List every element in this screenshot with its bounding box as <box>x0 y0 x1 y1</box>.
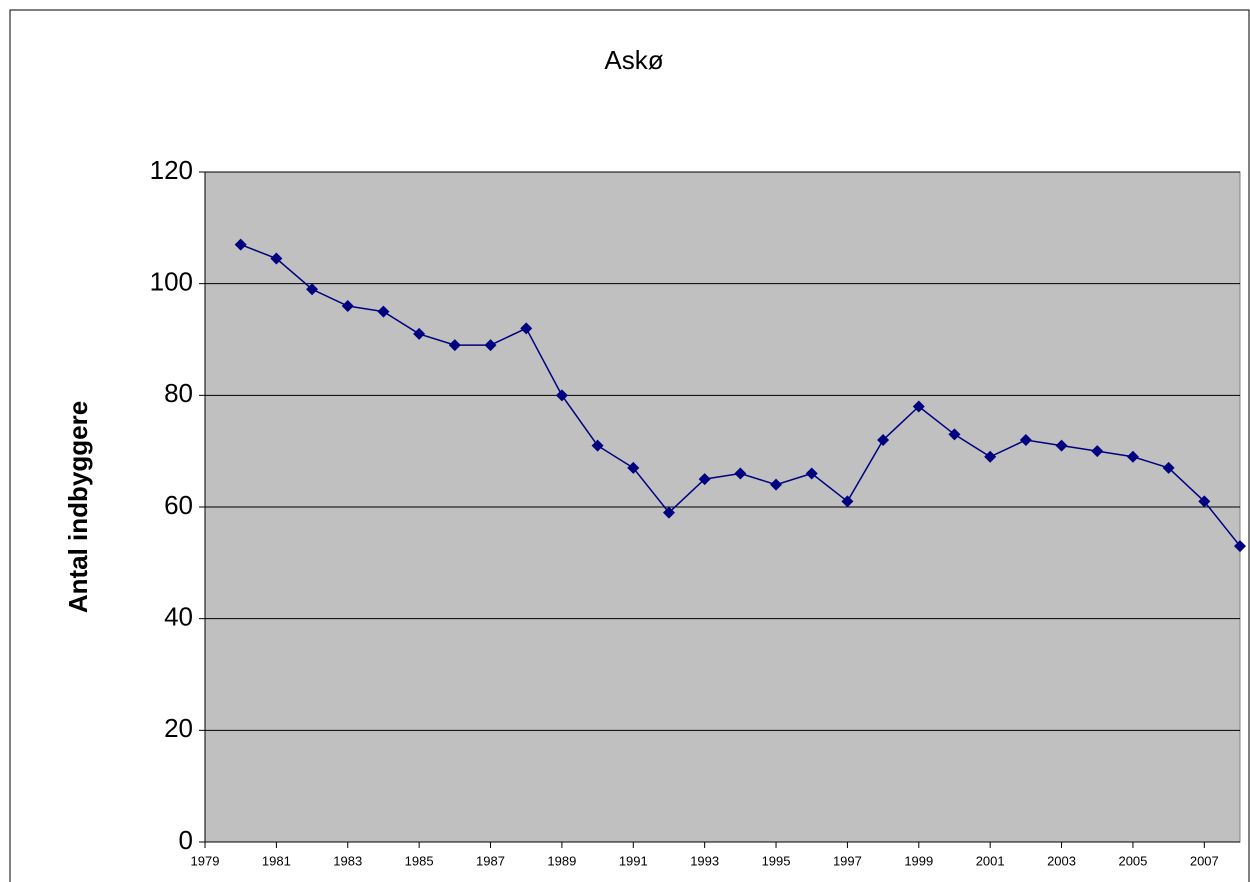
x-tick-label: 1983 <box>333 853 362 868</box>
y-axis-label: Antal indbyggere <box>63 401 93 613</box>
x-tick-label: 2001 <box>976 853 1005 868</box>
data-point <box>413 327 426 340</box>
data-point <box>1055 439 1068 452</box>
data-point <box>234 238 247 251</box>
x-tick-label: 1993 <box>690 853 719 868</box>
data-point <box>805 467 818 480</box>
y-tick-label: 60 <box>164 490 193 520</box>
data-point <box>1091 445 1104 458</box>
data-point <box>1019 434 1032 446</box>
x-tick-label: 1997 <box>833 853 862 868</box>
data-point <box>448 339 461 352</box>
data-point <box>1198 495 1211 508</box>
x-tick-label: 1999 <box>904 853 933 868</box>
data-point <box>734 467 747 480</box>
chart-title: Askø <box>604 45 663 75</box>
x-tick-label: 1991 <box>619 853 648 868</box>
data-point <box>912 400 925 413</box>
x-tick-label: 1981 <box>262 853 291 868</box>
x-tick-label: 2007 <box>1190 853 1219 868</box>
data-point <box>520 322 533 335</box>
y-tick-label: 100 <box>150 267 193 297</box>
data-point <box>948 428 961 441</box>
x-tick-label: 1987 <box>476 853 505 868</box>
chart-border <box>9 9 1250 882</box>
data-point <box>1234 540 1246 553</box>
y-tick-label: 40 <box>164 602 193 632</box>
x-tick-label: 1985 <box>405 853 434 868</box>
data-point <box>555 389 568 402</box>
data-point <box>341 300 354 312</box>
x-tick-label: 1989 <box>547 853 576 868</box>
data-point <box>591 439 604 452</box>
data-point <box>484 339 497 352</box>
data-point <box>270 252 283 265</box>
y-tick-label: 80 <box>164 378 193 408</box>
y-tick-label: 120 <box>150 155 193 185</box>
data-point <box>770 478 783 491</box>
x-tick-label: 2005 <box>1118 853 1147 868</box>
data-point <box>698 473 711 486</box>
data-point <box>662 506 675 519</box>
x-tick-label: 1995 <box>762 853 791 868</box>
data-point <box>377 305 390 318</box>
y-tick-label: 20 <box>164 713 193 743</box>
data-point <box>877 434 890 446</box>
x-tick-label: 2003 <box>1047 853 1076 868</box>
data-point <box>841 495 854 508</box>
y-tick-label: 0 <box>179 825 193 855</box>
x-tick-label: 1979 <box>191 853 220 868</box>
data-point <box>306 283 319 296</box>
data-point <box>627 461 640 474</box>
data-point <box>984 450 997 463</box>
data-point <box>1126 450 1139 463</box>
data-point <box>1162 461 1175 474</box>
